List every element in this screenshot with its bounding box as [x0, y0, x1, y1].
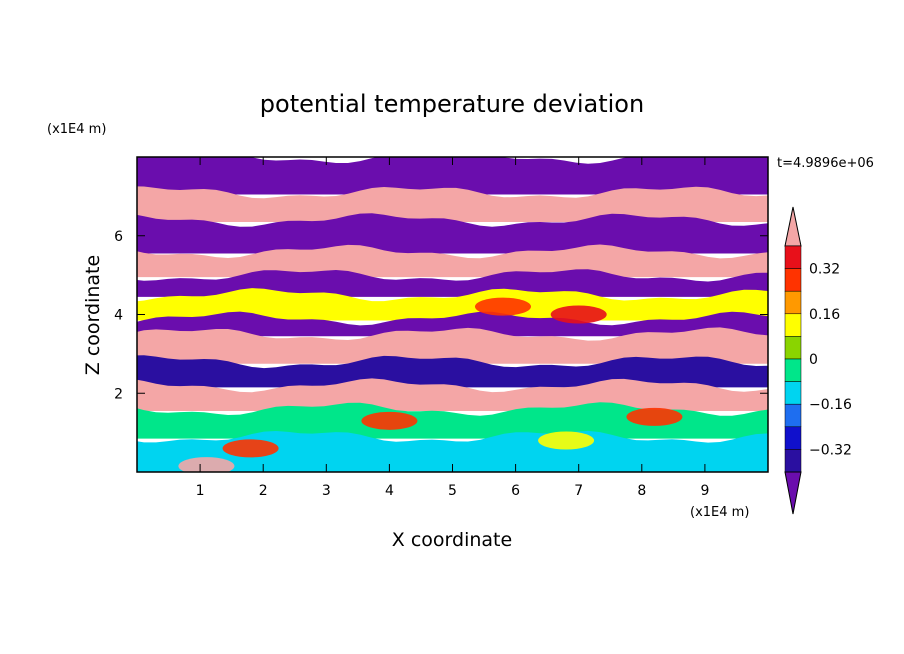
y-tick-label: 2	[114, 386, 123, 402]
x-unit-label: (x1E4 m)	[690, 505, 749, 520]
colorbar: 0.32 0.16 0 −0.16 −0.32	[784, 206, 852, 515]
contour-feature	[550, 305, 607, 324]
colorbar-tick-label: −0.32	[809, 442, 852, 458]
y-tick-label: 6	[114, 229, 123, 245]
x-tick-label: 3	[322, 483, 331, 499]
contour-band	[137, 327, 768, 364]
colorbar-tick-label: 0.16	[809, 307, 840, 323]
contour-feature	[626, 407, 683, 426]
time-label: t=4.9896e+06	[777, 156, 874, 171]
colorbar-tick-label: 0.32	[809, 262, 840, 278]
colorbar-swatch	[784, 381, 802, 405]
colorbar-top-arrow	[784, 206, 802, 247]
x-tick-label: 6	[511, 483, 520, 499]
contour-band	[137, 157, 768, 195]
x-tick-label: 5	[448, 483, 457, 499]
colorbar-tick-label: 0	[809, 352, 818, 368]
contour-band	[137, 213, 768, 254]
contour-band	[137, 288, 768, 321]
colorbar-swatch	[784, 426, 802, 450]
x-axis-ticks: 1 2 3 4 5 6 7 8 9	[196, 157, 709, 499]
plot-area	[137, 157, 768, 472]
x-axis-label: X coordinate	[392, 529, 512, 551]
contour-band	[137, 430, 768, 472]
colorbar-swatch	[784, 268, 802, 292]
contour-band	[137, 244, 768, 278]
contour-feature	[538, 431, 595, 450]
x-tick-label: 7	[574, 483, 583, 499]
y-axis-ticks: 2 4 6	[114, 229, 768, 402]
contour-feature	[222, 439, 279, 458]
contour-feature	[178, 457, 235, 472]
contour-band	[137, 311, 768, 337]
colorbar-swatch	[784, 290, 802, 315]
contour-band	[137, 402, 768, 439]
colorbar-swatch	[784, 449, 802, 473]
x-tick-label: 1	[196, 483, 205, 499]
contour-feature	[361, 411, 418, 430]
x-tick-label: 9	[700, 483, 709, 499]
x-tick-label: 4	[385, 483, 394, 499]
colorbar-tick-label: −0.16	[809, 397, 852, 413]
contour-band	[137, 186, 768, 222]
colorbar-swatch	[784, 403, 802, 428]
contour-band	[137, 355, 768, 388]
colorbar-bottom-arrow	[784, 471, 802, 515]
x-tick-label: 2	[259, 483, 268, 499]
colorbar-swatch	[784, 313, 802, 337]
colorbar-swatch	[784, 245, 802, 269]
contour-band	[137, 269, 768, 297]
contour-feature	[474, 297, 531, 316]
x-tick-label: 8	[637, 483, 646, 499]
colorbar-swatch	[784, 358, 802, 382]
chart-title: potential temperature deviation	[260, 90, 644, 118]
y-axis-label: Z coordinate	[82, 255, 104, 375]
colorbar-swatch	[784, 336, 802, 360]
y-unit-label: (x1E4 m)	[47, 122, 106, 137]
y-tick-label: 4	[114, 308, 123, 324]
